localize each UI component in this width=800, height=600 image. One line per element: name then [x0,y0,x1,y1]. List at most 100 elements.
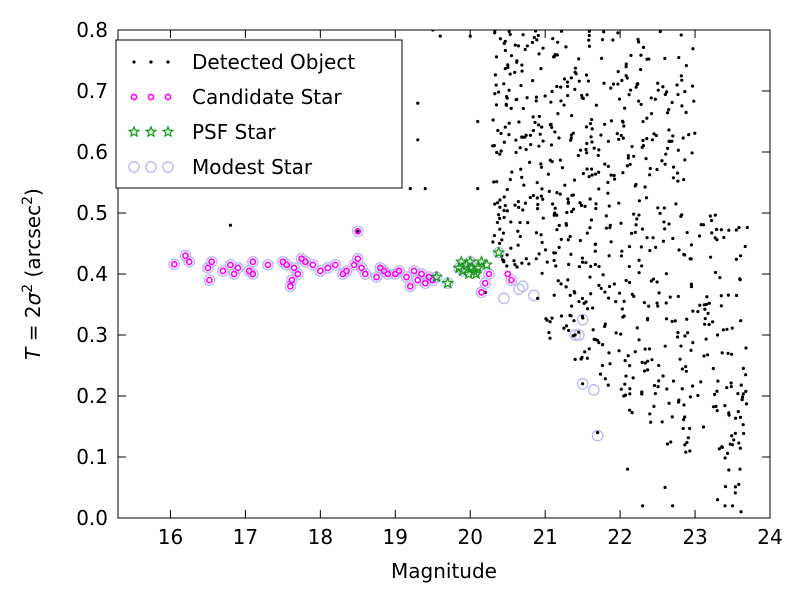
detected-object-point [587,33,591,38]
detected-object-point [516,243,520,247]
detected-object-point [703,322,707,326]
detected-object-point [680,104,684,108]
candidate-star-point [478,288,485,296]
detected-object-point [518,220,522,225]
detected-object-point [630,411,634,415]
detected-object-point [503,203,507,208]
detected-object-point [563,183,567,187]
detected-object-point [549,100,553,104]
detected-object-point [686,436,690,440]
detected-object-point [548,158,552,162]
detected-object-point [566,93,570,98]
detected-object-point [589,135,593,139]
detected-object-point [597,148,601,152]
detected-object-point [661,374,665,378]
detected-object-point [543,94,547,98]
detected-object-point [580,256,584,260]
modest-star-point [359,268,372,280]
detected-object-point [539,162,543,166]
chart-marks [168,30,749,514]
y-axis-label-part: = 2 [21,305,45,347]
detected-object-point [653,391,657,396]
detected-object-point [492,233,497,238]
detected-object-point [495,220,500,225]
detected-object-point [589,264,593,268]
detected-object-point [550,125,554,130]
detected-object-point [558,158,563,162]
detected-object-point [733,491,737,495]
detected-object-point [619,387,623,391]
detected-object-point [506,65,510,69]
detected-object-point [512,259,516,263]
detected-object-point [583,350,587,354]
detected-object-point [541,197,545,201]
detected-object-point [607,204,611,208]
detected-object-point [642,301,646,305]
detected-object-point [499,131,503,135]
detected-object-point [555,213,559,217]
detected-object-point [525,96,529,100]
detected-object-point [502,140,506,144]
detected-object-point [722,235,726,240]
detected-object-point [520,175,524,180]
detected-object-point [634,223,638,227]
candidate-star-point [230,270,238,278]
detected-object-point [734,228,738,232]
detected-object-point [616,31,620,35]
detected-object-point [566,197,570,201]
detected-object-point [631,376,635,380]
detected-object-point [498,152,502,156]
detected-object-point [632,154,636,158]
detected-object-point [623,106,627,110]
detected-object-point [589,218,594,222]
detected-object-point [693,131,697,135]
detected-object-point [677,248,681,252]
y-axis-label-part: 2 [20,196,36,205]
detected-object-point [584,147,588,152]
detected-object-point [558,192,562,196]
modest-star-point [217,265,229,277]
detected-object-point [566,238,570,242]
detected-object-point [603,122,607,126]
detected-object-point [658,30,662,34]
detected-object-point [717,447,721,451]
detected-object-point [526,220,530,225]
detected-object-point [509,106,513,110]
detected-object-point [622,394,626,398]
detected-object-point [572,319,576,323]
detected-object-point [495,180,499,184]
detected-object-point [603,162,607,166]
detected-object-point [741,392,745,396]
detected-object-point [626,156,630,160]
detected-object-point [585,141,589,146]
detected-object-point [603,377,607,381]
detected-object-point [541,216,545,220]
detected-object-point [588,197,592,201]
detected-object-point [621,120,625,124]
detected-object-point [609,86,613,90]
modest-star-point [314,265,327,277]
detected-object-point [627,244,632,249]
psf-star-point [480,258,494,271]
detected-object-point [682,177,686,182]
detected-object-point [540,240,544,245]
detected-object-point [627,280,632,285]
detected-object-point [733,416,738,420]
detected-object-point [617,201,621,205]
series-psf-star [430,245,506,289]
detected-object-point [663,227,667,231]
detected-object-point [525,44,529,48]
detected-object-point [615,132,619,136]
detected-object-point [627,264,631,269]
candidate-star-point [350,261,358,269]
legend-marker [128,161,140,173]
detected-object-point [624,62,628,66]
y-tick-label: 0.5 [76,201,108,225]
detected-object-point [648,248,652,253]
modest-star-point [498,292,510,305]
detected-object-point [533,30,538,33]
detected-object-point [637,271,641,275]
detected-object-point [680,78,684,82]
detected-object-point [630,144,634,149]
detected-object-point [537,144,541,148]
